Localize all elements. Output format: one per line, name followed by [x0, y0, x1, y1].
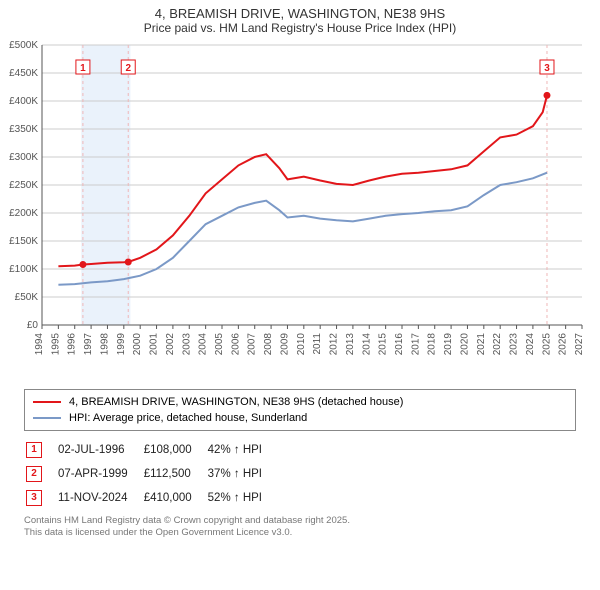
sale-pct: 42% ↑ HPI: [208, 439, 276, 461]
svg-text:2006: 2006: [230, 333, 241, 356]
svg-text:2004: 2004: [198, 333, 209, 356]
svg-text:2022: 2022: [492, 333, 503, 356]
svg-text:2: 2: [125, 63, 131, 74]
svg-text:2019: 2019: [443, 333, 454, 356]
hpi-arrow-icon: ↑ HPI: [234, 444, 262, 456]
svg-text:1997: 1997: [83, 333, 94, 356]
svg-text:£200K: £200K: [9, 208, 38, 219]
legend-swatch: [33, 401, 61, 403]
sale-price: £410,000: [144, 487, 206, 509]
attribution-line: This data is licensed under the Open Gov…: [24, 527, 576, 539]
hpi-arrow-icon: ↑ HPI: [234, 468, 262, 480]
svg-text:£50K: £50K: [15, 292, 39, 303]
sales-table: 1 02-JUL-1996£108,00042% ↑ HPI 2 07-APR-199…: [24, 437, 278, 511]
svg-text:£400K: £400K: [9, 96, 38, 107]
svg-text:2024: 2024: [525, 333, 536, 356]
svg-text:2020: 2020: [459, 333, 470, 356]
svg-text:2018: 2018: [427, 333, 438, 356]
sale-date: 02-JUL-1996: [58, 439, 142, 461]
table-row: 2 07-APR-1999£112,50037% ↑ HPI: [26, 463, 276, 485]
chart-titles: 4, BREAMISH DRIVE, WASHINGTON, NE38 9HS …: [0, 0, 600, 35]
svg-text:2008: 2008: [263, 333, 274, 356]
sale-pct: 52% ↑ HPI: [208, 487, 276, 509]
svg-text:2025: 2025: [541, 333, 552, 356]
sale-price: £108,000: [144, 439, 206, 461]
svg-text:£350K: £350K: [9, 124, 38, 135]
legend-label: HPI: Average price, detached house, Sund…: [69, 410, 307, 426]
legend: 4, BREAMISH DRIVE, WASHINGTON, NE38 9HS …: [24, 389, 576, 431]
svg-text:2013: 2013: [345, 333, 356, 356]
svg-text:£100K: £100K: [9, 264, 38, 275]
svg-text:2014: 2014: [361, 333, 372, 356]
svg-text:2012: 2012: [329, 333, 340, 356]
svg-text:2002: 2002: [165, 333, 176, 356]
svg-text:2026: 2026: [558, 333, 569, 356]
attribution-line: Contains HM Land Registry data © Crown c…: [24, 515, 576, 527]
sale-marker-box: 3: [26, 490, 42, 506]
title-line-1: 4, BREAMISH DRIVE, WASHINGTON, NE38 9HS: [0, 6, 600, 21]
title-line-2: Price paid vs. HM Land Registry's House …: [0, 21, 600, 35]
svg-text:2017: 2017: [410, 333, 421, 356]
svg-text:1996: 1996: [67, 333, 78, 356]
table-row: 3 11-NOV-2024£410,00052% ↑ HPI: [26, 487, 276, 509]
svg-text:£150K: £150K: [9, 236, 38, 247]
svg-text:2005: 2005: [214, 333, 225, 356]
svg-text:3: 3: [544, 63, 550, 74]
svg-text:2027: 2027: [574, 333, 585, 356]
svg-text:£300K: £300K: [9, 152, 38, 163]
svg-text:£0: £0: [27, 320, 39, 331]
svg-text:2003: 2003: [181, 333, 192, 356]
sale-marker-box: 1: [26, 442, 42, 458]
sale-pct: 37% ↑ HPI: [208, 463, 276, 485]
svg-text:£500K: £500K: [9, 40, 38, 51]
svg-text:1: 1: [80, 63, 86, 74]
svg-text:2016: 2016: [394, 333, 405, 356]
sale-date: 11-NOV-2024: [58, 487, 142, 509]
svg-text:2011: 2011: [312, 333, 323, 355]
sale-marker-box: 2: [26, 466, 42, 482]
svg-text:2009: 2009: [279, 333, 290, 356]
hpi-arrow-icon: ↑ HPI: [234, 492, 262, 504]
svg-text:1995: 1995: [50, 333, 61, 356]
svg-text:2007: 2007: [247, 333, 258, 356]
svg-text:1999: 1999: [116, 333, 127, 356]
svg-text:2000: 2000: [132, 333, 143, 356]
sale-date: 07-APR-1999: [58, 463, 142, 485]
sale-dot: [79, 261, 86, 268]
sale-dot: [543, 92, 550, 99]
svg-text:2001: 2001: [149, 333, 160, 356]
svg-text:£450K: £450K: [9, 68, 38, 79]
legend-label: 4, BREAMISH DRIVE, WASHINGTON, NE38 9HS …: [69, 394, 403, 410]
svg-text:2015: 2015: [378, 333, 389, 356]
svg-text:2010: 2010: [296, 333, 307, 356]
svg-text:£250K: £250K: [9, 180, 38, 191]
legend-row: HPI: Average price, detached house, Sund…: [33, 410, 567, 426]
table-row: 1 02-JUL-1996£108,00042% ↑ HPI: [26, 439, 276, 461]
svg-text:1998: 1998: [99, 333, 110, 356]
legend-row: 4, BREAMISH DRIVE, WASHINGTON, NE38 9HS …: [33, 394, 567, 410]
sale-dot: [125, 259, 132, 266]
sale-price: £112,500: [144, 463, 206, 485]
svg-text:2021: 2021: [476, 333, 487, 356]
svg-text:2023: 2023: [509, 333, 520, 356]
legend-swatch: [33, 417, 61, 419]
price-vs-hpi-chart: £0 £50K £100K £150K £200K £250K £300K £350K £400…: [0, 35, 600, 385]
svg-text:1994: 1994: [34, 333, 45, 356]
attribution: Contains HM Land Registry data © Crown c…: [24, 515, 576, 539]
